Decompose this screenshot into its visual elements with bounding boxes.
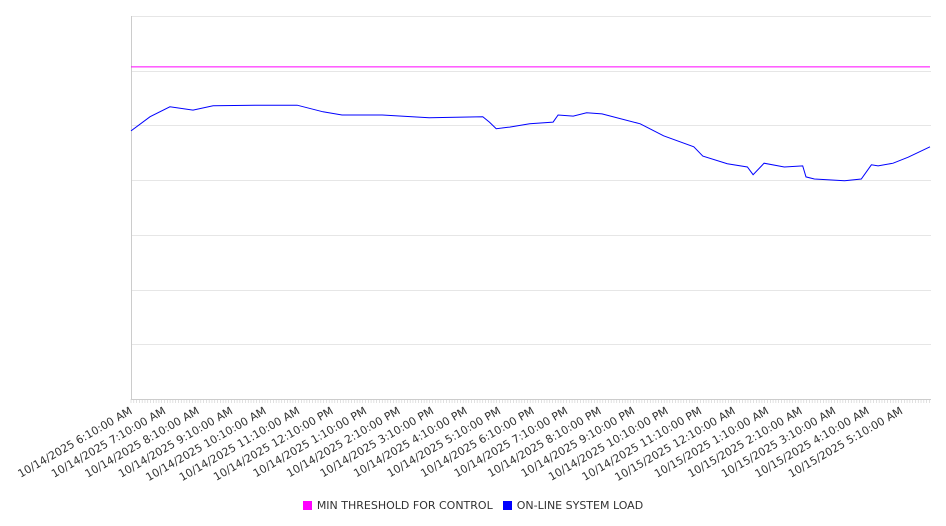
legend-label-load: ON-LINE SYSTEM LOAD bbox=[516, 499, 644, 512]
legend: MIN THRESHOLD FOR CONTROL ON-LINE SYSTEM… bbox=[0, 499, 946, 512]
legend-item-load[interactable]: ON-LINE SYSTEM LOAD bbox=[502, 499, 644, 512]
legend-label-threshold: MIN THRESHOLD FOR CONTROL bbox=[316, 499, 493, 512]
legend-item-threshold[interactable]: MIN THRESHOLD FOR CONTROL bbox=[302, 499, 493, 512]
axes bbox=[130, 16, 931, 403]
grid-lines bbox=[131, 16, 931, 400]
legend-swatch-load bbox=[502, 501, 512, 510]
system-load-line bbox=[130, 104, 931, 182]
series-group bbox=[130, 66, 931, 182]
legend-swatch-threshold bbox=[302, 501, 312, 510]
